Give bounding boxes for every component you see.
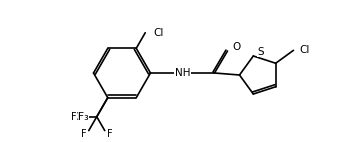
Text: Cl: Cl (300, 45, 310, 55)
Text: NH: NH (175, 68, 190, 78)
Text: CF₃: CF₃ (70, 112, 89, 122)
Text: F: F (107, 129, 112, 139)
Text: F: F (81, 129, 87, 139)
Text: S: S (257, 47, 264, 57)
Text: Cl: Cl (153, 28, 164, 38)
Text: F: F (71, 112, 77, 122)
Text: O: O (233, 42, 241, 52)
